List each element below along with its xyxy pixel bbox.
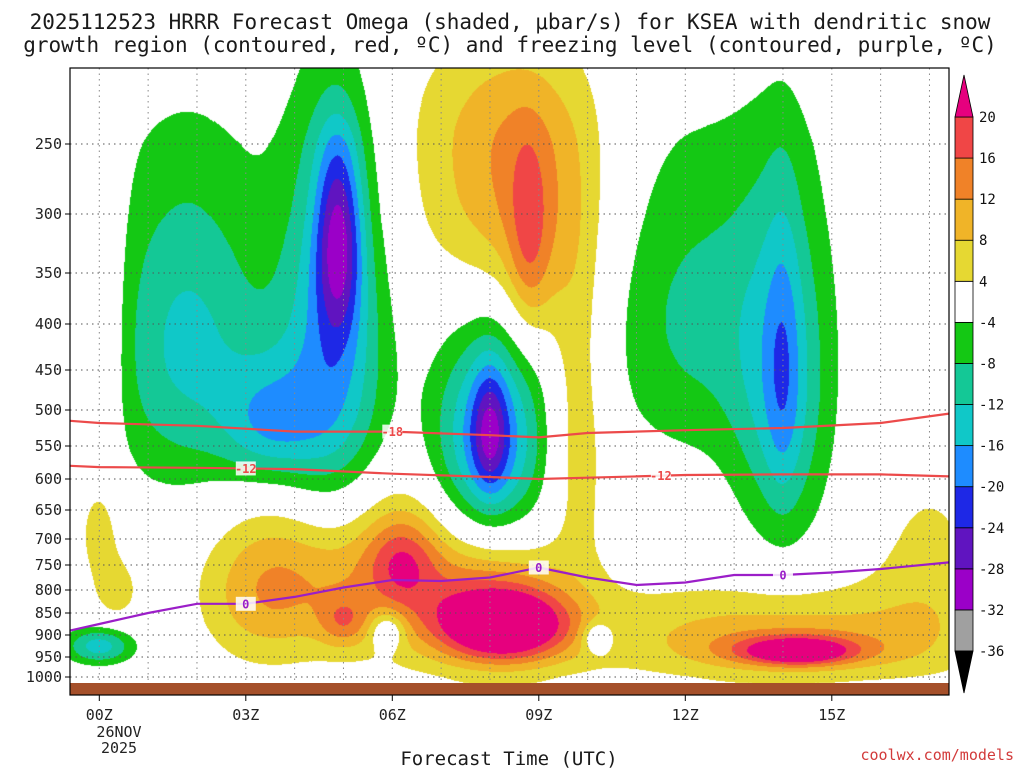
y-tick-label: 300 [35,205,62,223]
y-tick-label: 450 [35,361,62,379]
y-tick-label: 850 [35,604,62,622]
colorbar-bin [954,404,974,447]
colorbar-label: -4 [979,315,996,331]
x-tick-label: 03Z [232,706,259,724]
colorbar-label: -32 [979,603,1004,619]
y-axis-ticks: 250 300 350 400 450 500 550 600 650 700 750 800 850 9… [26,135,70,686]
colorbar-bin [954,198,974,241]
colorbar-label: -24 [979,521,1004,537]
title-line-1: 2025112523 HRRR Forecast Omega (shaded, … [30,10,991,34]
colorbar-label: 12 [979,192,996,208]
y-tick-label: 500 [35,401,62,419]
contour-label-bg [528,560,549,575]
date-label-day: 26NOV [96,723,141,741]
colorbar-bin [954,445,974,488]
colorbar-bin [954,527,974,570]
colorbar-bin [954,486,974,529]
y-tick-label: 250 [35,135,62,153]
colorbar-label: 4 [979,274,987,290]
colorbar-label: 8 [979,233,987,249]
y-tick-label: 750 [35,556,62,574]
contour-label-bg [650,468,671,483]
colorbar-label: -36 [979,644,1004,660]
colorbar-label: -16 [979,439,1004,455]
contour-label-bg [235,461,256,476]
colorbar-min-triangle [954,650,974,694]
colorbar-bin [954,239,974,282]
contour-line-0 [69,412,950,439]
date-label-year: 2025 [101,739,137,757]
x-axis-label: Forecast Time (UTC) [400,748,617,768]
x-tick-label: 00Z [86,706,113,724]
contour-label-bg [772,568,793,582]
x-tick-label: 12Z [672,706,699,724]
colorbar-label: -12 [979,398,1004,414]
colorbar-label: -28 [979,562,1004,578]
y-tick-label: 600 [35,470,62,488]
x-tick-label: 06Z [379,706,406,724]
y-tick-label: 350 [35,264,62,282]
title: 2025112523 HRRR Forecast Omega (shaded, … [23,10,997,57]
y-tick-label: 700 [35,530,62,548]
contour-line-1 [69,464,950,481]
colorbar-bin [954,157,974,200]
contour-label-1: -12 [235,462,257,476]
title-line-2: growth region (contoured, red, ºC) and f… [23,33,997,57]
contour-label-2: 0 [242,597,249,611]
y-tick-label: 650 [35,501,62,519]
colorbar-label: -20 [979,480,1004,496]
colorbar-bin [954,321,974,364]
colorbar: -36 -32 -28 -24 -20 -16 -12 -8 -4 4 8 12 16 20 [954,74,1004,694]
colorbar-bin [954,116,974,159]
ground-strip [70,683,949,695]
colorbar-bin [954,568,974,611]
colorbar-bin [954,363,974,405]
extra-contour-label-2: -12 [650,469,672,483]
colorbar-bin [954,280,974,323]
colorbar-label: -8 [979,356,996,372]
colorbar-label: 20 [979,110,996,126]
colorbar-max-triangle [954,74,974,118]
contour-label-bg [235,596,256,611]
extra-contour-label-1: 0 [779,569,786,583]
x-axis-ticks: 00Z 03Z 06Z 09Z 12Z 15Z [86,695,845,724]
y-tick-label: 1000 [26,668,62,686]
contour-label-0: -18 [381,425,403,439]
y-tick-label: 950 [35,648,62,666]
y-tick-label: 900 [35,626,62,644]
extra-contour-label-0: 0 [535,561,542,575]
y-tick-label: 550 [35,437,62,455]
credit-link[interactable]: coolwx.com/models [860,746,1014,764]
omega-shading [70,68,949,695]
y-tick-label: 800 [35,581,62,599]
plot-area: -18 -12 0 0 0 -12 [69,68,950,695]
y-tick-label: 400 [35,315,62,333]
x-tick-label: 09Z [525,706,552,724]
x-tick-label: 15Z [818,706,845,724]
colorbar-bin [954,609,974,652]
plot-frame [69,67,950,696]
colorbar-label: 16 [979,151,996,167]
contour-label-bg [382,424,403,439]
